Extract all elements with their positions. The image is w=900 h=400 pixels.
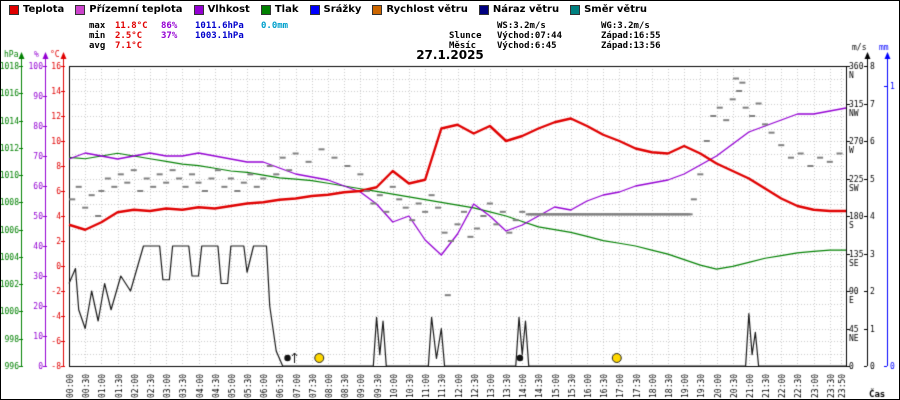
min-temperature: 2.5°C: [115, 31, 143, 41]
sun-row: Slunce Východ:07:44 Západ:16:55: [449, 31, 705, 41]
moon-label: Měsíc: [449, 41, 477, 51]
legend-item: Náraz větru: [478, 4, 560, 15]
legend-label: Teplota: [23, 4, 65, 15]
legend-swatch-icon: [193, 4, 204, 15]
max-pressure: 1011.6hPa: [195, 21, 244, 31]
stats-max-label: max: [89, 21, 106, 31]
legend-swatch-icon: [260, 4, 271, 15]
sun-label: Slunce: [449, 31, 482, 41]
legend-item: Směr větru: [570, 4, 647, 15]
sunrise-time: Východ:07:44: [497, 31, 563, 41]
legend-label: Tlak: [274, 4, 299, 15]
wind-gust-stat: WG:3.2m/s: [601, 21, 650, 31]
max-humidity: 86%: [161, 21, 178, 31]
legend-item: Tlak: [260, 4, 299, 15]
legend-item: Teplota: [9, 4, 64, 15]
stats-avg-label: avg: [89, 41, 106, 51]
stats-row-avg: avg 7.1°C: [89, 41, 288, 51]
legend-item: Rychlost větru: [372, 4, 468, 15]
legend-label: Srážky: [323, 4, 362, 15]
legend-swatch-icon: [570, 4, 581, 15]
legend-label: Rychlost větru: [386, 4, 468, 15]
wind-speed-stat: WS:3.2m/s: [497, 21, 546, 31]
legend-label: Směr větru: [584, 4, 648, 15]
max-temperature: 11.8°C: [115, 21, 148, 31]
legend: Teplota Přízemní teplota Vlhkost Tlak Srážky…: [9, 4, 647, 15]
wind-sun-block: WS:3.2m/s WG:3.2m/s Slunce Východ:07:44 Záp…: [449, 21, 705, 51]
legend-swatch-icon: [372, 4, 383, 15]
chart-title: 27.1.2025: [416, 48, 484, 62]
stats-block: max 11.8°C 86% 1011.6hPa 0.0mm min 2.5°C 37% 10…: [89, 21, 288, 51]
max-rain: 0.0mm: [261, 21, 289, 31]
min-humidity: 37%: [161, 31, 178, 41]
min-pressure: 1003.1hPa: [195, 31, 244, 41]
moon-row: Měsíc Východ:6:45 Západ:13:56: [449, 41, 705, 51]
stats-min-label: min: [89, 31, 106, 41]
legend-swatch-icon: [75, 4, 86, 15]
sunset-time: Západ:16:55: [601, 31, 661, 41]
legend-swatch-icon: [9, 4, 19, 15]
stats-row-min: min 2.5°C 37% 1003.1hPa: [89, 31, 288, 41]
legend-label: Přízemní teplota: [89, 4, 183, 15]
moonrise-time: Východ:6:45: [497, 41, 557, 51]
moonset-time: Západ:13:56: [601, 41, 661, 51]
legend-item: Přízemní teplota: [75, 4, 183, 15]
legend-swatch-icon: [309, 4, 320, 15]
legend-label: Náraz větru: [492, 4, 560, 15]
legend-label: Vlhkost: [207, 4, 250, 15]
legend-swatch-icon: [478, 4, 489, 15]
avg-temperature: 7.1°C: [115, 41, 143, 51]
legend-item: Srážky: [309, 4, 362, 15]
wind-row: WS:3.2m/s WG:3.2m/s: [449, 21, 705, 31]
legend-item: Vlhkost: [193, 4, 250, 15]
stats-row-max: max 11.8°C 86% 1011.6hPa 0.0mm: [89, 21, 288, 31]
